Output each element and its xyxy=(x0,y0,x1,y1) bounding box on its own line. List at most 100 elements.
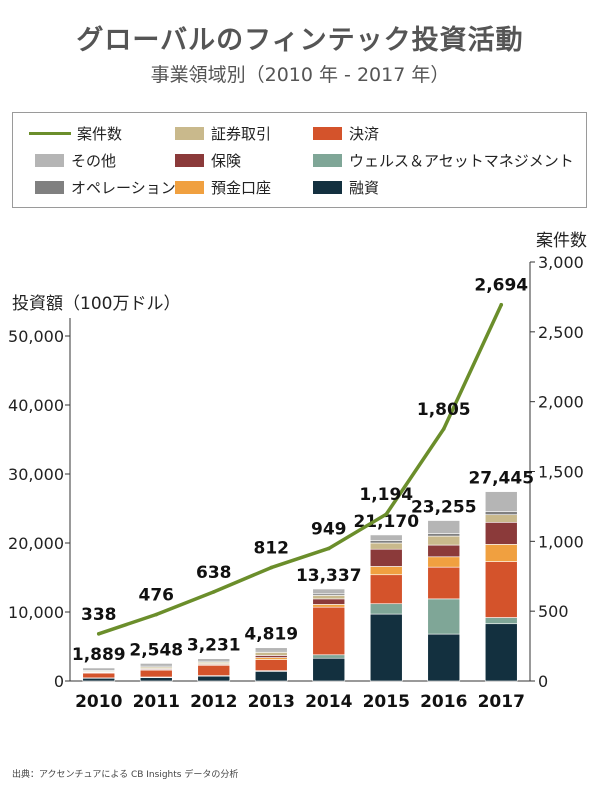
left-axis-tick-label: 50,000 xyxy=(8,327,64,346)
deal-count-label: 812 xyxy=(254,539,290,559)
bar-segment xyxy=(312,657,346,682)
right-axis-tick-label: 2,000 xyxy=(538,393,584,412)
deal-count-point xyxy=(499,302,504,307)
chart-plot: 0 10,000 20,000 30,000 40,000 50,000 0 500 1,000… xyxy=(8,231,587,712)
legend-label: ウェルス＆アセットマネジメント xyxy=(349,152,574,170)
right-axis-tick-label: 500 xyxy=(538,602,569,621)
legend-label: 保険 xyxy=(211,152,242,170)
left-axis-tick-label: 20,000 xyxy=(8,534,64,553)
legend-swatch xyxy=(313,181,342,194)
legend-label: 融資 xyxy=(349,179,380,197)
left-axis-tick-label: 30,000 xyxy=(8,465,64,484)
bar-segment xyxy=(484,617,518,625)
bar-segment xyxy=(369,548,403,567)
bar-segment xyxy=(427,566,461,600)
legend-line-swatch xyxy=(29,132,71,135)
deal-count-point xyxy=(211,590,216,594)
x-axis-tick-label: 2011 xyxy=(133,692,180,712)
deal-count-label: 338 xyxy=(81,605,117,625)
bar-total-label: 23,255 xyxy=(411,498,477,518)
bar-segment xyxy=(197,658,231,662)
bar-segment xyxy=(254,652,288,656)
legend-item-operations: オペレーション xyxy=(35,177,176,198)
x-axis-tick-label: 2015 xyxy=(363,692,410,712)
deal-count-label: 476 xyxy=(139,586,175,606)
legend-swatch xyxy=(35,154,64,167)
legend-swatch xyxy=(313,154,342,167)
chart-title: グローバルのフィンテック投資活動 xyxy=(76,25,524,56)
legend-swatch xyxy=(313,127,342,140)
legend-item-securities: 証券取引 xyxy=(175,123,271,144)
bar-total-label: 3,231 xyxy=(187,636,241,656)
legend-item-payments: 決済 xyxy=(313,123,379,144)
bar-segment xyxy=(82,667,116,671)
left-axis-title: 投資額（100万ドル） xyxy=(12,294,180,314)
legend-swatch xyxy=(35,181,64,194)
bar-segment xyxy=(484,544,518,562)
bar-segment xyxy=(369,540,403,544)
legend-swatch xyxy=(175,127,204,140)
x-axis-tick-label: 2016 xyxy=(420,692,467,712)
legend-label: 預金口座 xyxy=(211,179,272,197)
deal-count-point xyxy=(154,612,159,617)
legend-swatch xyxy=(175,181,204,194)
legend-item-wealth: ウェルス＆アセットマネジメント xyxy=(313,150,574,171)
bar-segment xyxy=(312,654,346,659)
bar-segment xyxy=(427,633,461,682)
legend-label: その他 xyxy=(71,152,117,170)
deal-count-label: 1,194 xyxy=(359,485,413,505)
bar-segment xyxy=(197,664,231,676)
bar-segment xyxy=(139,677,173,682)
legend-swatch xyxy=(175,154,204,167)
bar-total-label: 13,337 xyxy=(296,566,362,586)
legend-item-deals: 案件数 xyxy=(29,123,122,144)
deal-count-label: 638 xyxy=(196,563,232,583)
bar-segment xyxy=(484,491,518,512)
bar-segment xyxy=(369,542,403,550)
right-axis-tick-label: 3,000 xyxy=(538,253,584,272)
bar-segment xyxy=(82,672,116,679)
bar-segment xyxy=(484,561,518,618)
legend-item-lending: 融資 xyxy=(313,177,379,198)
right-axis-tick-label: 1,000 xyxy=(538,532,584,551)
bar-total-label: 1,889 xyxy=(72,645,126,665)
bar-segment xyxy=(254,671,288,682)
bar-segment xyxy=(484,521,518,545)
deal-count-point xyxy=(441,427,446,431)
bar-total-label: 4,819 xyxy=(244,625,298,645)
bar-segment xyxy=(82,677,116,682)
bar-segment xyxy=(427,556,461,568)
bar-segment xyxy=(312,595,346,600)
bar-total-label: 21,170 xyxy=(353,512,419,532)
bar-segment xyxy=(369,603,403,615)
bar-segment xyxy=(197,675,231,682)
bar-segment xyxy=(427,544,461,558)
legend-label: 証券取引 xyxy=(211,125,272,143)
x-axis-tick-label: 2014 xyxy=(305,692,352,712)
bar-segment xyxy=(427,535,461,546)
bar-segment xyxy=(369,566,403,576)
bar-segment xyxy=(369,613,403,682)
legend-label: オペレーション xyxy=(71,179,176,197)
bar-segment xyxy=(254,657,288,660)
bar-segment xyxy=(427,533,461,537)
deal-count-point xyxy=(269,565,274,570)
right-axis-tick-label: 2,500 xyxy=(538,323,584,342)
x-axis-tick-label: 2012 xyxy=(190,692,237,712)
legend-item-other: その他 xyxy=(35,150,116,171)
deal-count-line xyxy=(97,302,503,636)
bar-total-label: 27,445 xyxy=(468,469,534,489)
bar-segment xyxy=(484,623,518,682)
left-axis-tick-label: 10,000 xyxy=(8,603,64,622)
left-axis-tick-label: 0 xyxy=(54,672,64,691)
bar-segment xyxy=(254,647,288,652)
deal-count-label: 2,694 xyxy=(474,276,528,296)
x-axis-tick-label: 2013 xyxy=(248,692,295,712)
source-note: 出典：アクセンチュアによる CB Insights データの分析 xyxy=(12,770,239,780)
bar-segment xyxy=(312,606,346,656)
deal-count-label: 1,805 xyxy=(417,400,471,420)
deal-count-point xyxy=(384,512,389,517)
legend-item-insurance: 保険 xyxy=(175,150,241,171)
deal-count-point xyxy=(326,546,331,551)
bar-segment xyxy=(427,598,461,635)
